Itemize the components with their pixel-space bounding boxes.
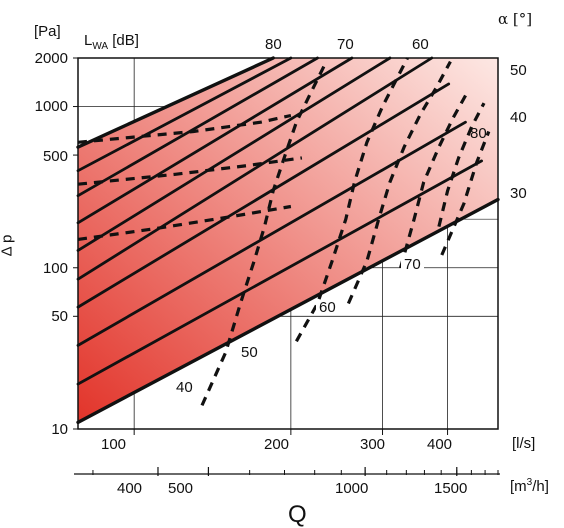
y-tick-label: 500	[42, 148, 68, 165]
angle-line	[76, 56, 434, 281]
limit-line	[76, 56, 275, 149]
angle-line	[76, 120, 467, 347]
x-axis-primary-unit: [l/s]	[512, 435, 536, 452]
sound-level-line	[440, 130, 491, 256]
x2-tick-label: 400	[117, 480, 143, 497]
secondary-x-axis	[73, 57, 500, 476]
lwa-line-label: 40	[173, 380, 196, 395]
y-tick-label: 2000	[34, 50, 68, 67]
y-tick-label: 50	[51, 308, 68, 325]
alpha-label: 80	[470, 125, 487, 142]
sound-level-line	[77, 204, 292, 241]
alpha-axis-label: α [°]	[498, 10, 533, 28]
x-tick-label: 100	[101, 436, 127, 453]
lwa-line-label: 50	[238, 345, 261, 360]
x-axis-label: Q	[288, 501, 307, 528]
x-tick-label: 400	[427, 436, 453, 453]
x-tick-label: 200	[264, 436, 290, 453]
sound-level-line	[77, 156, 303, 186]
lwa-top-label: 70	[337, 36, 354, 53]
x2-tick-label: 1000	[335, 480, 369, 497]
alpha-label: 30	[510, 185, 527, 202]
lwa-top-label: 80	[265, 36, 282, 53]
alpha-label: 40	[510, 109, 527, 126]
angle-line	[76, 56, 319, 198]
y-tick-label: 100	[42, 260, 68, 277]
angle-line	[76, 159, 483, 386]
angle-line	[76, 56, 392, 252]
sound-level-line	[295, 57, 409, 343]
angle-line	[76, 82, 451, 309]
alpha-label: 50	[510, 62, 527, 79]
angle-line	[76, 56, 293, 173]
x2-tick-label: 500	[168, 480, 194, 497]
sound-level-line	[77, 113, 292, 144]
y-tick-label: 1000	[34, 98, 68, 115]
x-tick-label: 300	[360, 436, 386, 453]
limit-line	[76, 197, 500, 425]
lwa-line-label: 60	[316, 300, 339, 315]
lwa-top-label: 60	[412, 36, 429, 53]
sound-level-line	[437, 102, 486, 227]
angle-lines	[76, 56, 500, 425]
x-axis-secondary-unit: [m3/h]	[510, 477, 549, 495]
lwa-title: LWA [dB]	[84, 32, 139, 52]
y-axis-label: Δ p	[0, 234, 16, 257]
angle-line	[76, 56, 354, 225]
lwa-line-label: 70	[401, 257, 424, 272]
plot-frame	[77, 57, 499, 430]
y-axis-unit: [Pa]	[34, 23, 61, 40]
y-tick-label: 10	[51, 421, 68, 438]
sound-level-line	[399, 93, 468, 269]
x2-tick-label: 1500	[434, 480, 468, 497]
operating-region	[78, 58, 498, 423]
